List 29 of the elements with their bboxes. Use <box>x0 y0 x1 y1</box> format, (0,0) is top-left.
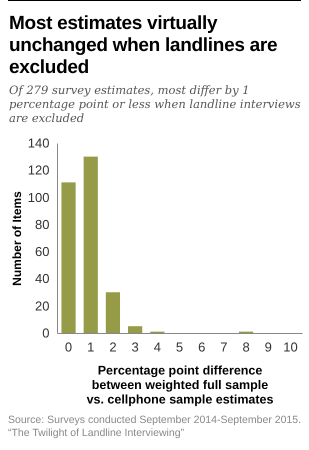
x-tick-label: 9 <box>264 340 272 354</box>
y-tick-label: 40 <box>35 271 50 286</box>
y-tick-label: 80 <box>35 216 50 232</box>
bar <box>106 292 120 333</box>
x-tick-label: 2 <box>109 340 117 354</box>
y-tick-label: 140 <box>28 136 50 150</box>
x-axis-title: Percentage point difference between weighted full sample vs. cellphone sample estimates <box>86 364 274 406</box>
x-tick-label: 4 <box>154 340 161 354</box>
x-tick-label: 6 <box>198 340 206 354</box>
x-tick-label: 5 <box>176 340 184 354</box>
x-tick-label: 3 <box>132 340 139 354</box>
y-tick-label: 120 <box>28 162 50 178</box>
source-note: Source: Surveys conducted September 2014-September 2015. <box>8 414 302 427</box>
x-tick-label: 7 <box>220 340 228 354</box>
y-tick-label: 100 <box>28 190 50 205</box>
chart-subtitle: Of 279 survey estimates, most differ by 1 percentage point or less when landline interviews are excluded <box>9 83 301 125</box>
bar <box>128 326 142 333</box>
y-axis-title: Number of Items <box>10 190 24 286</box>
y-tick-label: 60 <box>35 244 50 260</box>
bar <box>61 182 76 333</box>
chart-title: Most estimates virtually unchanged when landlines are excluded <box>9 13 278 79</box>
x-tick-label: 1 <box>87 340 94 354</box>
x-tick-label: 10 <box>283 340 298 354</box>
y-tick-label: 0 <box>42 326 50 340</box>
bar <box>84 156 98 333</box>
text: “The Twilight of Landline Interviewing” <box>8 427 186 440</box>
x-tick-label: 0 <box>64 340 72 354</box>
y-tick-label: 20 <box>35 298 50 314</box>
x-tick-label: 8 <box>242 340 250 354</box>
